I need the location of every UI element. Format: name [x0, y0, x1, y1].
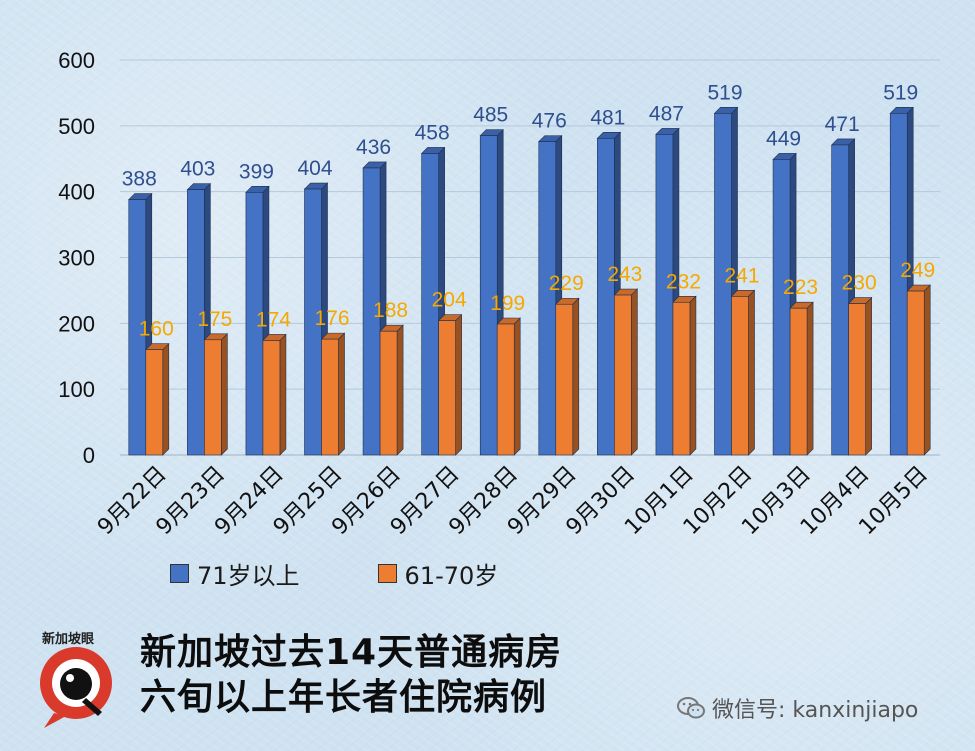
bar	[479, 135, 498, 456]
bar	[362, 167, 381, 456]
bar	[831, 144, 849, 456]
bar-side	[748, 289, 755, 456]
data-label: 243	[607, 263, 642, 286]
bar	[714, 113, 732, 456]
legend-swatch-71-plus	[170, 564, 189, 583]
bar	[731, 296, 749, 456]
y-tick-label: 100	[58, 377, 95, 402]
bar	[614, 294, 632, 456]
logo-text: 新加坡眼	[42, 632, 95, 647]
bar-side	[162, 342, 170, 456]
wechat-icon	[677, 697, 705, 719]
data-label: 476	[532, 110, 567, 133]
data-label: 249	[900, 259, 935, 282]
bar-chart: 0 100 200 300 400 500 600 388 403 399 404 436 458 485…	[58, 48, 940, 540]
y-tick-label: 300	[58, 246, 95, 271]
data-label: 519	[883, 81, 918, 104]
bar	[597, 138, 615, 456]
data-label: 519	[707, 81, 742, 104]
data-label: 399	[239, 160, 274, 183]
data-label: 388	[122, 168, 157, 191]
footer-title: 新加坡过去14天普通病房 六旬以上年长者住院病例	[140, 630, 562, 720]
legend: 71岁以上 61-70岁	[170, 556, 498, 591]
bar	[906, 290, 925, 456]
legend-label-61-70: 61-70岁	[404, 562, 499, 590]
data-label: 241	[724, 264, 759, 287]
data-label: 487	[649, 102, 684, 125]
bar-side	[396, 324, 404, 456]
bar	[789, 307, 808, 456]
wechat-label: 微信号: kanxinjiapo	[712, 698, 919, 723]
bar-side	[806, 301, 814, 456]
data-label: 188	[373, 299, 408, 322]
bar	[772, 159, 791, 456]
bar	[379, 330, 398, 456]
legend-label-71-plus: 71岁以上	[197, 562, 300, 590]
y-tick-label: 600	[58, 48, 95, 73]
data-label: 223	[783, 276, 818, 299]
bar-side	[923, 284, 931, 456]
bar	[889, 113, 908, 456]
bar-side	[689, 295, 697, 456]
kanxinjiapo-logo-icon	[40, 647, 112, 728]
data-label: 485	[473, 104, 508, 127]
data-label: 199	[490, 292, 525, 315]
data-label: 175	[197, 308, 232, 331]
bar	[421, 153, 439, 456]
bar-side	[455, 313, 462, 456]
bar-side	[279, 333, 287, 456]
bar	[538, 141, 557, 456]
bar	[145, 349, 164, 456]
footer-title-line2: 六旬以上年长者住院病例	[140, 677, 548, 718]
y-tick-label: 400	[58, 180, 95, 205]
bar	[187, 189, 205, 456]
footer-title-line1: 新加坡过去14天普通病房	[140, 632, 563, 673]
legend-item-71-plus: 71岁以上	[170, 556, 300, 591]
legend-swatch-61-70	[377, 564, 397, 583]
data-label: 436	[356, 136, 391, 159]
bar	[672, 301, 691, 456]
bar	[321, 338, 339, 456]
legend-item-61-70: 61-70岁	[377, 556, 499, 591]
data-label: 229	[549, 272, 584, 295]
data-label: 204	[432, 289, 467, 312]
bar	[848, 303, 866, 456]
bar	[655, 134, 674, 456]
y-tick-label: 200	[58, 311, 95, 336]
wechat-id: 微信号: kanxinjiapo	[676, 692, 918, 724]
bar	[204, 339, 222, 456]
bar	[262, 340, 281, 456]
bar-side	[865, 296, 872, 456]
data-label: 174	[256, 308, 291, 331]
bar	[304, 188, 322, 456]
bar-side	[631, 288, 638, 456]
bar-side	[572, 297, 580, 456]
data-label: 230	[842, 272, 877, 295]
data-label: 232	[666, 270, 701, 293]
bar	[128, 199, 147, 456]
bar	[245, 192, 264, 456]
data-label: 403	[180, 158, 215, 181]
bar	[438, 320, 456, 456]
bar	[496, 323, 515, 456]
data-label: 404	[297, 157, 332, 180]
bar	[555, 303, 574, 456]
data-label: 481	[590, 106, 625, 129]
y-tick-label: 0	[83, 443, 95, 468]
data-label: 176	[314, 307, 349, 330]
y-tick-label: 500	[58, 114, 95, 139]
data-label: 458	[415, 121, 450, 144]
bar-side	[513, 317, 521, 456]
data-label: 160	[139, 318, 174, 341]
bar-side	[221, 333, 228, 456]
data-label: 449	[766, 127, 801, 150]
data-label: 471	[825, 113, 860, 136]
bar-side	[338, 332, 345, 456]
